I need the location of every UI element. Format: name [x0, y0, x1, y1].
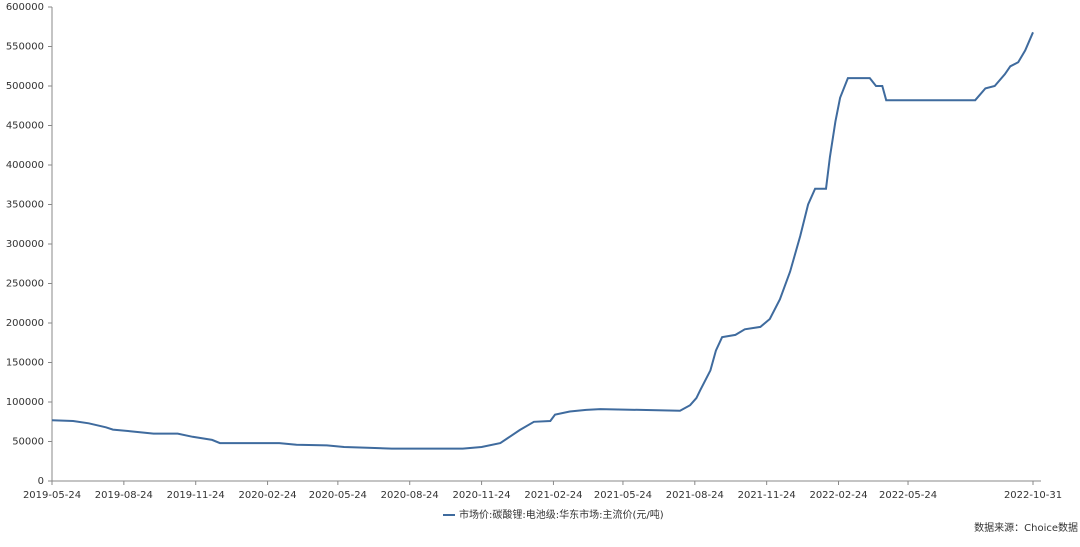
y-tick-label: 600000: [6, 2, 44, 13]
y-tick-label: 200000: [6, 318, 44, 329]
legend-label: 市场价:碳酸锂:电池级:华东市场:主流价(元/吨): [459, 508, 664, 521]
y-tick-label: 50000: [12, 437, 44, 448]
x-tick-label: 2019-08-24: [95, 490, 153, 501]
x-tick-label: 2022-02-24: [809, 490, 867, 501]
y-tick-label: 350000: [6, 200, 44, 211]
x-tick-label: 2021-05-24: [594, 490, 652, 501]
x-tick-label: 2021-02-24: [524, 490, 582, 501]
y-tick-label: 300000: [6, 239, 44, 250]
y-tick-label: 450000: [6, 121, 44, 132]
source-note: 数据来源：Choice数据: [974, 521, 1078, 534]
data-line: [51, 31, 1034, 450]
y-tick-label: 400000: [6, 160, 44, 171]
x-tick-label: 2022-10-31: [1004, 490, 1062, 501]
y-tick-label: 0: [38, 476, 44, 487]
x-tick-label: 2021-11-24: [738, 490, 796, 501]
y-tick-label: 150000: [6, 358, 44, 369]
x-tick-label: 2021-08-24: [666, 490, 724, 501]
x-tick-label: 2020-11-24: [453, 490, 511, 501]
x-tick-label: 2019-11-24: [167, 490, 225, 501]
x-tick-label: 2020-02-24: [239, 490, 297, 501]
y-tick-label: 500000: [6, 81, 44, 92]
x-tick-label: 2020-08-24: [381, 490, 439, 501]
x-tick-label: 2020-05-24: [309, 490, 367, 501]
y-tick-label: 550000: [6, 42, 44, 53]
y-tick-label: 100000: [6, 397, 44, 408]
y-tick-label: 250000: [6, 279, 44, 290]
x-tick-label: 2019-05-24: [23, 490, 81, 501]
x-tick-label: 2022-05-24: [879, 490, 937, 501]
